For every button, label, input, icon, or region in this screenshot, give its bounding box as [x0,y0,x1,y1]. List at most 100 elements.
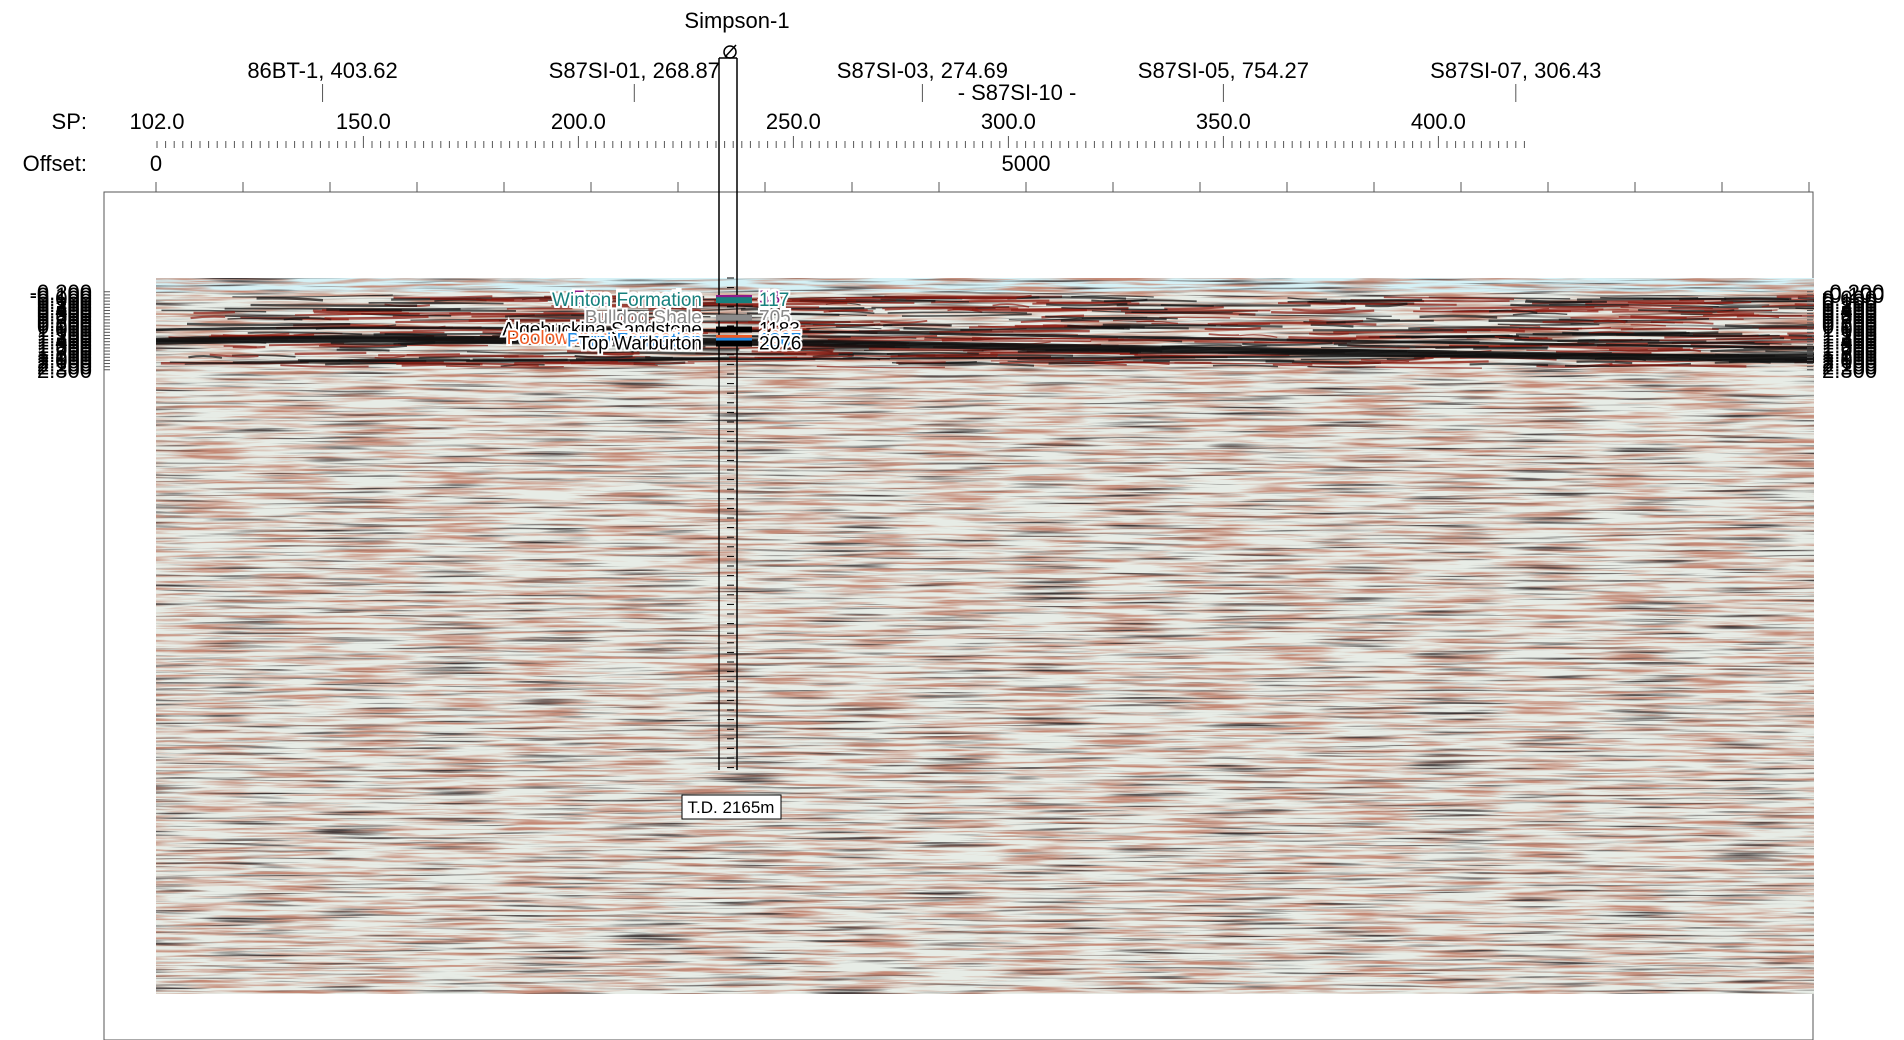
tie-line-label: S87SI-05, 754.27 [1138,58,1309,83]
reflector-events [156,294,1814,369]
offset-axis-label: Offset: [23,151,87,176]
formation-name: Poolowanna Formation [507,328,702,349]
formation-marker [716,340,752,347]
time-tick-label: 0.200 [37,292,92,317]
well-name: Simpson-1 [684,8,789,33]
time-tick-label: 0.100 [37,289,92,314]
formation-depth: 705 [759,308,791,329]
time-tick-label: 1.200 [1822,323,1877,348]
time-tick-label: 0.600 [1822,305,1877,330]
time-tick-label: -0.200 [1822,280,1884,305]
formation-tops: Eyre Formation 53 Winton Formation 117 Bulld… [500,286,803,357]
time-tick-label: 2.300 [37,358,92,383]
time-tick-label: 1.400 [1822,330,1877,355]
time-tick-label: 1.800 [1822,342,1877,367]
formation-name: Eyre Formation [572,288,702,309]
sp-tick-label: 250.0 [766,109,821,134]
offset-tick-label: 0 [150,151,162,176]
time-tick-label: 0.000 [1822,286,1877,311]
formation-depth: 1697 [759,328,801,349]
sp-axis-label: SP: [52,109,87,134]
time-tick-label: 1.300 [1822,327,1877,352]
time-tick-label: 2.000 [1822,348,1877,373]
tie-line-label: S87SI-07, 306.43 [1430,58,1601,83]
time-tick-label: 1.600 [37,336,92,361]
time-tick-label: 1.900 [37,345,92,370]
time-tick-label: 1.000 [1822,317,1877,342]
time-tick-label: 2.000 [37,348,92,373]
seismic-image [156,278,1814,994]
td-label: T.D. 2165m [688,798,775,817]
tie-line-label: S87SI-03, 274.69 [837,58,1008,83]
sp-tick-label: 200.0 [551,109,606,134]
time-tick-label: 0.800 [1822,311,1877,336]
tie-line-label: 86BT-1, 403.62 [247,58,397,83]
formation-marker [716,326,752,333]
formation-name: Winton Formation [552,290,702,311]
time-tick-label: 2.300 [1822,358,1877,383]
time-tick-label: 1.900 [1822,345,1877,370]
formation-name: Bulldog Shale [585,308,702,329]
time-tick-label: 2.200 [37,355,92,380]
formation-marker [716,314,752,321]
time-axis-right: -0.200-0.1000.0000.1000.2000.3000.4000.5… [1807,280,1884,383]
time-axis-left: -0.200-0.1000.0000.1000.2000.3000.4000.5… [30,280,110,383]
time-tick-label: 0.000 [37,286,92,311]
formation-depth: 1183 [759,320,800,341]
time-tick-label: 0.600 [37,305,92,330]
time-tick-label: 0.400 [1822,298,1877,323]
time-tick-label: -0.200 [30,280,92,305]
time-tick-label: 1.300 [37,327,92,352]
time-tick-label: 2.200 [1822,355,1877,380]
time-tick-label: 0.900 [37,314,92,339]
time-tick-label: 0.200 [1822,292,1877,317]
time-tick-label: -0.100 [1822,283,1884,308]
sp-tick-label: 300.0 [981,109,1036,134]
sp-tick-label: 400.0 [1411,109,1466,134]
time-tick-label: 1.500 [37,333,92,358]
formation-name: Algebuckina Sandstone [502,320,702,341]
tie-line-label: - S87SI-10 - [958,80,1077,105]
time-tick-label: 1.400 [37,330,92,355]
time-tick-label: 1.000 [37,317,92,342]
sp-axis: 150.0 200.0 250.0 300.0 350.0 400.0 [156,109,1525,148]
time-tick-label: 0.300 [37,295,92,320]
time-tick-label: 0.400 [37,298,92,323]
formation-depth: 2076 [759,334,801,355]
time-tick-label: 2.100 [37,352,92,377]
well-symbol-icon [723,44,737,59]
time-tick-label: 1.100 [1822,320,1877,345]
time-tick-label: 0.500 [1822,302,1877,327]
time-tick-label: 1.800 [37,342,92,367]
formation-name: Top Warburton [578,334,702,355]
time-tick-label: 0.800 [37,311,92,336]
time-tick-label: 0.700 [1822,308,1877,333]
time-tick-label: 1.600 [1822,336,1877,361]
well-track: Simpson-1 T.D. 2165m [681,8,790,820]
sp-tick-label: 350.0 [1196,109,1251,134]
time-tick-label: 1.100 [37,320,92,345]
time-tick-label: 1.700 [1822,339,1877,364]
formation-depth: 53 [759,288,780,309]
td-label-box: T.D. 2165m [681,794,782,820]
formation-marker [716,297,752,304]
formation-name: Purni Formation [567,331,702,352]
time-tick-label: -0.100 [30,283,92,308]
time-tick-label: 1.500 [1822,333,1877,358]
time-tick-label: 0.900 [1822,314,1877,339]
formation-depth: 1867 [759,331,801,352]
formation-depth: 117 [759,290,789,311]
offset-axis: 0 5000 [150,151,1810,192]
time-tick-label: 1.700 [37,339,92,364]
time-tick-label: 0.100 [1822,289,1877,314]
tie-line-labels: 86BT-1, 403.62 S87SI-01, 268.87 S87SI-03, … [247,58,1601,105]
offset-tick-label: 5000 [1002,151,1051,176]
time-tick-label: 1.200 [37,323,92,348]
time-tick-label: 0.300 [1822,295,1877,320]
sp-tick-label: 150.0 [336,109,391,134]
time-tick-label: 0.500 [37,302,92,327]
tie-line-label: S87SI-01, 268.87 [549,58,720,83]
time-tick-label: 0.700 [37,308,92,333]
sp-start-label: 102.0 [129,109,184,134]
